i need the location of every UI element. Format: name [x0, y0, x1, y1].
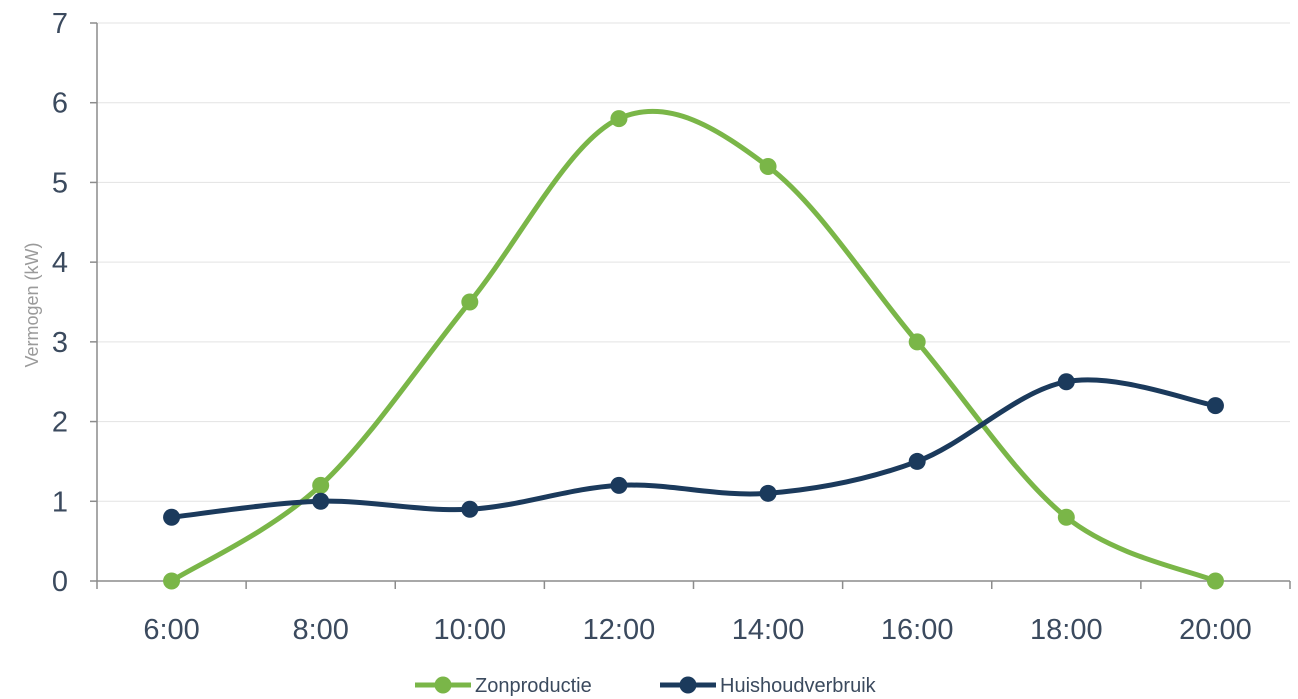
series-2	[163, 373, 1224, 526]
y-tick-labels: 0 1 2 3 4 5 6 7	[52, 8, 68, 598]
series-layer	[163, 108, 1224, 590]
x-tick-label: 6:00	[143, 614, 199, 646]
data-point	[312, 492, 330, 510]
data-point	[461, 293, 479, 311]
data-point	[1057, 508, 1075, 526]
data-point	[610, 110, 628, 128]
y-tick-label: 2	[52, 407, 68, 439]
y-tick-label: 4	[52, 247, 68, 279]
data-point	[1206, 397, 1224, 415]
x-tick-label: 10:00	[434, 614, 507, 646]
y-tick-label: 6	[52, 88, 68, 120]
gridlines	[97, 22, 1290, 502]
legend-label: Zonproductie	[475, 675, 592, 697]
legend-item: Huishoudverbruik	[660, 675, 877, 697]
legend-marker	[679, 676, 697, 694]
y-tick-label: 0	[52, 566, 68, 598]
data-point	[610, 476, 628, 494]
y-tick-label: 7	[52, 8, 68, 40]
data-point	[312, 476, 330, 494]
series-line	[169, 108, 1218, 584]
legend-label: Huishoudverbruik	[720, 675, 877, 697]
legend-item: Zonproductie	[415, 675, 592, 697]
y-tick-label: 3	[52, 327, 68, 359]
data-point	[759, 157, 777, 175]
y-axis-label: Vermogen (kW)	[22, 242, 42, 367]
x-tick-label: 16:00	[881, 614, 954, 646]
y-tick-label: 5	[52, 167, 68, 199]
data-point	[461, 500, 479, 518]
data-point	[1057, 373, 1075, 391]
data-point	[759, 484, 777, 502]
series-1	[163, 108, 1224, 590]
axes	[90, 22, 1291, 589]
x-tick-label: 20:00	[1179, 614, 1252, 646]
legend-marker	[434, 676, 452, 694]
data-point	[1206, 572, 1224, 590]
data-point	[163, 572, 181, 590]
x-tick-label: 12:00	[583, 614, 656, 646]
x-tick-labels: 6:00 8:00 10:00 12:00 14:00 16:00 18:00 20:00	[143, 614, 1251, 646]
x-tick-label: 18:00	[1030, 614, 1103, 646]
data-point	[908, 452, 926, 470]
data-point	[908, 333, 926, 351]
data-point	[163, 508, 181, 526]
series-line	[169, 377, 1218, 520]
x-tick-label: 8:00	[292, 614, 348, 646]
legend: Zonproductie Huishoudverbruik	[415, 675, 877, 697]
y-tick-label: 1	[52, 486, 68, 518]
x-tick-label: 14:00	[732, 614, 805, 646]
